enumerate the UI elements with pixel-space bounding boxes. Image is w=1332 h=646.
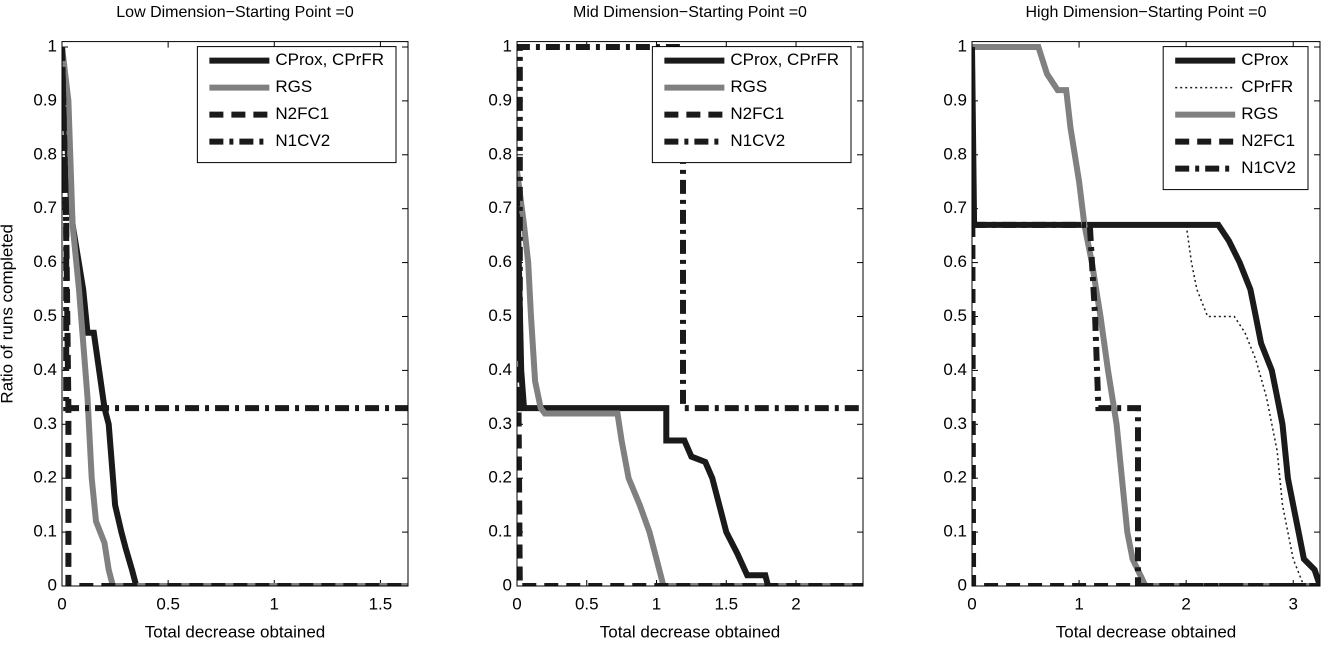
series-line bbox=[517, 44, 863, 412]
legend-label: N1CV2 bbox=[1241, 158, 1296, 177]
y-tick-label: 0.6 bbox=[33, 252, 57, 271]
y-tick-label: 0.3 bbox=[943, 414, 967, 433]
y-tick-label: 0.7 bbox=[33, 198, 57, 217]
x-tick-label: 0.5 bbox=[575, 594, 599, 613]
y-tick-label: 0.9 bbox=[33, 90, 57, 109]
y-tick-label: 0.7 bbox=[488, 198, 512, 217]
y-tick-label: 0.3 bbox=[488, 414, 512, 433]
x-tick-label: 0 bbox=[57, 594, 66, 613]
y-tick-label: 0.1 bbox=[488, 522, 512, 541]
y-tick-label: 0.4 bbox=[33, 360, 57, 379]
axes-box bbox=[516, 41, 864, 587]
y-tick-label: 0.2 bbox=[488, 468, 512, 487]
legend-label: CProx, CPrFR bbox=[730, 50, 839, 69]
axes-box bbox=[61, 41, 409, 587]
y-tick-label: 0 bbox=[958, 575, 967, 594]
legend-label: CPrFR bbox=[1241, 77, 1293, 96]
y-tick-label: 0.5 bbox=[943, 306, 967, 325]
x-tick-label: 1 bbox=[1074, 594, 1083, 613]
y-tick-label: 0.3 bbox=[33, 414, 57, 433]
x-tick-label: 0 bbox=[967, 594, 976, 613]
legend-label: RGS bbox=[275, 77, 312, 96]
x-tick-label: 1 bbox=[652, 594, 661, 613]
y-tick-label: 1 bbox=[503, 36, 512, 55]
legend-label: CProx, CPrFR bbox=[275, 50, 384, 69]
y-tick-label: 0.8 bbox=[488, 144, 512, 163]
series-line bbox=[517, 170, 863, 587]
legend-label: RGS bbox=[1241, 104, 1278, 123]
y-tick-label: 0.9 bbox=[943, 90, 967, 109]
legend-label: N2FC1 bbox=[275, 104, 329, 123]
y-tick-label: 0.4 bbox=[943, 360, 967, 379]
x-tick-label: 1.5 bbox=[369, 594, 393, 613]
legend: CProx, CPrFR RGS N2FC1 N1CV2 bbox=[196, 46, 397, 164]
legend: CProx, CPrFR RGS N2FC1 N1CV2 bbox=[651, 46, 852, 164]
x-tick-label: 2 bbox=[791, 594, 800, 613]
y-axis-label: Ratio of runs completed bbox=[0, 224, 16, 404]
series-line bbox=[517, 181, 863, 587]
legend-label: RGS bbox=[730, 77, 767, 96]
y-tick-label: 0.8 bbox=[943, 144, 967, 163]
axes-box bbox=[971, 41, 1321, 587]
y-tick-label: 1 bbox=[48, 36, 57, 55]
x-axis-label: Total decrease obtained bbox=[1056, 622, 1237, 641]
x-tick-label: 0 bbox=[512, 594, 521, 613]
series-line bbox=[62, 46, 408, 412]
series-line bbox=[62, 46, 408, 587]
series-line bbox=[972, 46, 1320, 587]
y-tick-label: 0.5 bbox=[488, 306, 512, 325]
chart-title: High Dimension−Starting Point =0 bbox=[1025, 4, 1266, 21]
x-axis-label: Total decrease obtained bbox=[145, 622, 326, 641]
y-tick-label: 0.6 bbox=[488, 252, 512, 271]
legend-label: N2FC1 bbox=[730, 104, 784, 123]
y-tick-label: 0.7 bbox=[943, 198, 967, 217]
y-tick-label: 0.2 bbox=[33, 468, 57, 487]
legend: CProx CPrFR RGS N2FC1 N1CV2 bbox=[1162, 46, 1309, 191]
y-tick-label: 1 bbox=[958, 36, 967, 55]
chart-title: Mid Dimension−Starting Point =0 bbox=[573, 4, 807, 21]
x-tick-label: 1 bbox=[270, 594, 279, 613]
legend-label: CProx bbox=[1241, 50, 1289, 69]
chart-title: Low Dimension−Starting Point =0 bbox=[116, 4, 354, 21]
x-axis-label: Total decrease obtained bbox=[600, 622, 781, 641]
x-tick-label: 0.5 bbox=[156, 594, 180, 613]
x-tick-label: 1.5 bbox=[714, 594, 738, 613]
y-tick-label: 0.2 bbox=[943, 468, 967, 487]
x-tick-label: 3 bbox=[1288, 594, 1297, 613]
y-tick-label: 0.1 bbox=[943, 522, 967, 541]
legend-label: N2FC1 bbox=[1241, 131, 1295, 150]
legend-label: N1CV2 bbox=[275, 131, 330, 150]
y-tick-label: 0.5 bbox=[33, 306, 57, 325]
y-tick-label: 0.4 bbox=[488, 360, 512, 379]
y-tick-label: 0.9 bbox=[488, 90, 512, 109]
y-tick-label: 0.8 bbox=[33, 144, 57, 163]
y-tick-label: 0 bbox=[48, 575, 57, 594]
y-tick-label: 0.1 bbox=[33, 522, 57, 541]
y-tick-label: 0 bbox=[503, 575, 512, 594]
y-tick-label: 0.6 bbox=[943, 252, 967, 271]
legend-label: N1CV2 bbox=[730, 131, 785, 150]
x-tick-label: 2 bbox=[1181, 594, 1190, 613]
